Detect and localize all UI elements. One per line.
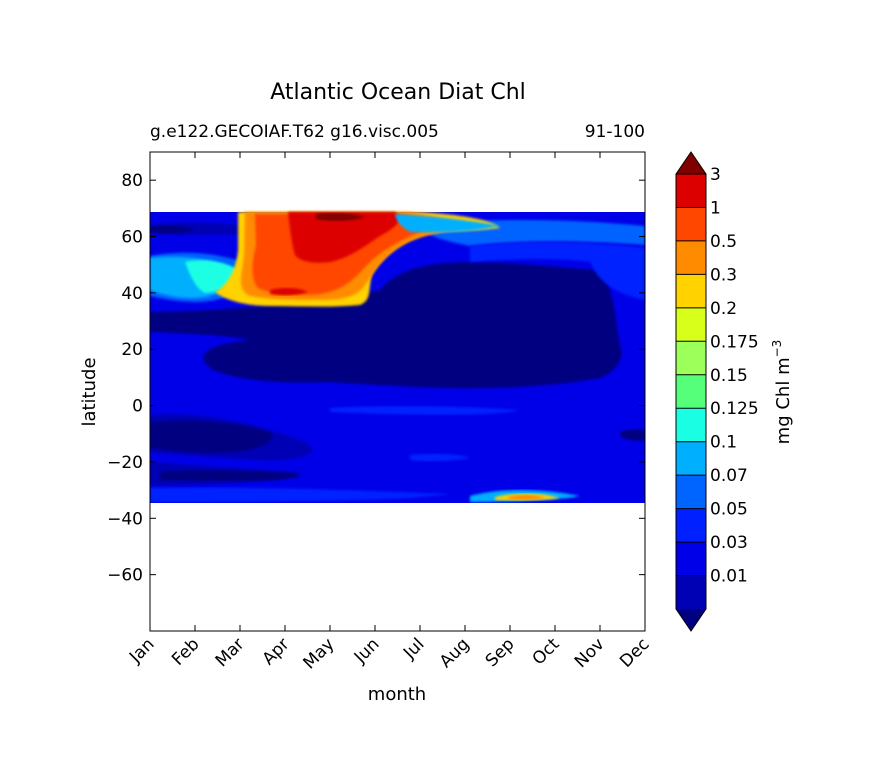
colorbar-bin	[676, 174, 706, 208]
colorbar-tick-label: 0.1	[710, 433, 737, 453]
field-dark-patch-nw	[150, 225, 195, 234]
field-bloom-maroon	[316, 213, 365, 222]
colorbar-tick-label: 0.07	[710, 466, 748, 486]
plot-frame	[149, 151, 646, 632]
field-darkest-sw	[160, 469, 300, 481]
colorbar-label-text: mg Chl m	[773, 357, 794, 444]
y-tick-label: 20	[121, 340, 143, 360]
y-tick-label: 0	[132, 397, 143, 417]
colorbar-tick-label: 0.03	[710, 533, 748, 553]
x-tick-label: Jun	[350, 634, 384, 668]
colorbar-tick-label: 0.3	[710, 265, 737, 285]
colorbar-bin	[676, 207, 706, 241]
colorbar: 0.01 0.03 0.05 0.07 0.1 0.125 0.15 0.175 0.2 0.3 0…	[675, 151, 759, 632]
chart-subtitle-left: g.e122.GECOIAF.T62 g16.visc.005	[150, 122, 439, 142]
field-bloom-red	[288, 212, 400, 263]
y-axis-label: latitude	[79, 357, 100, 426]
field-bloom-red-low	[270, 287, 308, 296]
colorbar-extend-high	[676, 152, 706, 174]
colorbar-extend-low	[676, 609, 706, 631]
x-tick-label: Feb	[168, 634, 203, 669]
colorbar-label: mg Chl m−3	[770, 340, 794, 445]
colorbar-bin	[676, 441, 706, 476]
x-tick-label: Oct	[529, 634, 564, 669]
plot-area: 80 60 40 20 0 −20 −40 −60 Jan Feb Mar Apr May Jun Jul…	[107, 151, 654, 673]
field-spring-cyan	[395, 214, 500, 233]
x-tick-label: Mar	[212, 634, 249, 671]
colorbar-label-exponent: −3	[770, 340, 784, 358]
field-light-streak-2	[410, 453, 470, 462]
x-tick-label: Dec	[616, 634, 653, 671]
colorbar-bin	[676, 274, 706, 308]
field-east-mid	[470, 242, 645, 300]
colorbar-tick-label: 0.05	[710, 500, 748, 520]
x-tick-label: Sep	[482, 634, 519, 671]
colorbar-tick-label: 0.175	[710, 332, 759, 352]
y-tick-label: −40	[107, 509, 143, 529]
colorbar-bin	[676, 542, 706, 576]
colorbar-bin	[676, 240, 706, 275]
colorbar-tick-label: 3	[710, 165, 721, 185]
colorbar-tick-label: 0.125	[710, 399, 759, 419]
colorbar-tick-label: 0.01	[710, 567, 748, 587]
x-axis-label: month	[368, 684, 426, 705]
field-south-bloom-orange	[508, 494, 545, 500]
colorbar-bin	[676, 575, 706, 609]
field-dark-patch-ne	[420, 283, 465, 290]
x-tick-label: Nov	[571, 634, 609, 672]
field-darkest-tropic	[150, 420, 273, 453]
x-tick-label: Aug	[436, 634, 474, 672]
y-tick-label: −60	[107, 566, 143, 586]
chart-title: Atlantic Ocean Diat Chl	[270, 80, 526, 105]
y-tick-label: 60	[121, 228, 143, 248]
x-tick-label: Jul	[399, 634, 428, 663]
y-tick-label: 80	[121, 171, 143, 191]
colorbar-tick-label: 0.2	[710, 299, 737, 319]
x-tick-label: Apr	[259, 634, 294, 669]
y-axis: 80 60 40 20 0 −20 −40 −60	[107, 171, 645, 586]
colorbar-tick-label: 0.15	[710, 366, 748, 386]
colorbar-bin	[676, 475, 706, 509]
colorbar-tick-label: 0.5	[710, 232, 737, 252]
colorbar-tick-label: 1	[710, 198, 721, 218]
field-light-streak	[330, 405, 520, 415]
field-south-edge	[150, 487, 450, 502]
x-tick-label: Jan	[125, 634, 158, 667]
x-tick-label: May	[300, 634, 339, 673]
colorbar-bin	[676, 408, 706, 442]
y-tick-label: −20	[107, 453, 143, 473]
contour-field	[150, 212, 645, 503]
y-tick-label: 40	[121, 284, 143, 304]
colorbar-bin	[676, 374, 706, 409]
field-darkest-east	[620, 429, 645, 441]
field-darkest-gyre	[150, 262, 622, 388]
chart-subtitle-right: 91-100	[585, 122, 645, 142]
colorbar-bin	[676, 508, 706, 543]
colorbar-bin	[676, 341, 706, 375]
colorbar-bin	[676, 307, 706, 342]
